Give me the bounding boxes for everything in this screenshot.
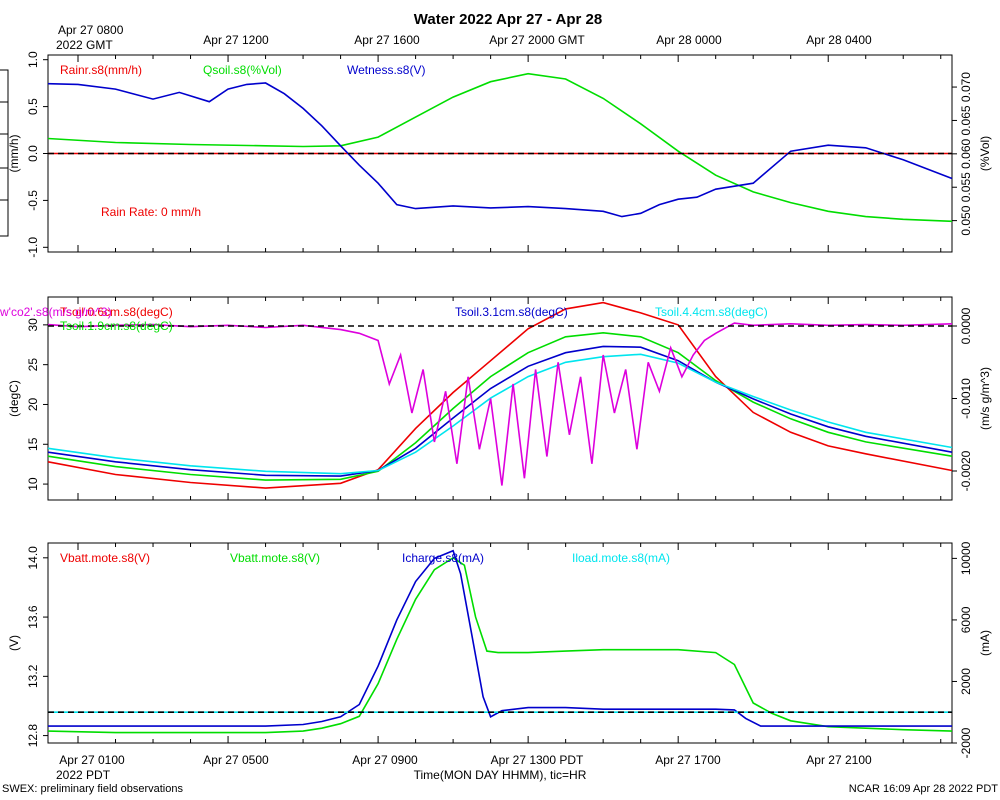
bottom-axis-label-0500: Apr 27 0500: [203, 753, 269, 767]
legend-label-icharge-s8-ma-blue: Icharge.s8(mA): [402, 551, 484, 565]
top-axis-label-2000: Apr 27 2000 GMT: [489, 33, 585, 47]
y-tick-label-right: 0.060: [959, 138, 973, 168]
series-line-tsoil-4-4cm-s8-degc-cyan: [47, 353, 953, 475]
legend-label-tsoil-1-9cm-s8-degc-green: Tsoil.1.9cm.s8(degC): [60, 319, 173, 333]
left-margin-bracket: [0, 69, 9, 237]
legend-label-wetness-s8-v-blue: Wetness.s8(V): [347, 63, 425, 77]
panels-group: 1.0 0.5 0.0 -0.5 -1.0 0.070 0.065 0.060 0.055 0.0…: [0, 51, 992, 758]
y-tick-label-right: 0.050: [959, 205, 973, 235]
y-tick-label-left: 13.2: [26, 664, 40, 688]
y-tick-label-left: 30: [26, 318, 40, 332]
bottom-axis-label-1700: Apr 27 1700: [655, 753, 721, 767]
left-axis-label: (V): [7, 635, 21, 651]
legend-label-vbatt-mote-s8-v-green: Vbatt.mote.s8(V): [230, 551, 320, 565]
footer-left: SWEX: preliminary field observations: [2, 783, 183, 795]
bottom-axis-caption: Time(MON DAY HHMM), tic=HR: [414, 768, 587, 782]
series-line-icharge-s8-ma-blue: [48, 549, 952, 727]
y-tick-label-left: -1.0: [26, 237, 40, 258]
y-tick-label-left: 14.0: [26, 546, 40, 570]
panel-power: 14.0 13.6 13.2 12.8 10000 6000 2000 -2000 (V) (mA…: [7, 541, 992, 758]
y-tick-label-right: 0.0000: [959, 307, 973, 344]
y-tick-label-left: 10: [26, 477, 40, 491]
right-axis-label: (m/s g/m^3): [978, 367, 992, 430]
y-tick-label-right: -2000: [959, 727, 973, 758]
y-tick-label-left: 1.0: [26, 51, 40, 68]
legend-label-vbatt-mote-s8-v-red: Vbatt.mote.s8(V): [60, 551, 150, 565]
y-tick-label-right: 0.065: [959, 105, 973, 135]
legend-label-w-co2-s8-m-s-g-m-3-magenta: w'co2'.s8(m/s g/m^3): [0, 305, 112, 319]
y-tick-label-left: 15: [26, 437, 40, 451]
y-tick-label-right: 0.070: [959, 72, 973, 102]
series-line-tsoil-0-6cm-s8-degc-red: [47, 301, 953, 489]
series-line-vbatt-mote-s8-v-green: [47, 556, 953, 734]
top-axis-first-label-line1: Apr 27 0800: [58, 23, 124, 37]
panel-water: 1.0 0.5 0.0 -0.5 -1.0 0.070 0.065 0.060 0.055 0.0…: [7, 51, 992, 258]
bottom-axis-label-0900: Apr 27 0900: [352, 753, 418, 767]
legend-label-tsoil-3-1cm-s8-degc-blue: Tsoil.3.1cm.s8(degC): [455, 305, 568, 319]
legend-label-iload-mote-s8-ma-cyan: Iload.mote.s8(mA): [572, 551, 670, 565]
plot-frame: [47, 542, 953, 744]
footer-right: NCAR 16:09 Apr 28 2022 PDT: [849, 783, 998, 795]
y-tick-label-left: 25: [26, 358, 40, 372]
chart-title: Water 2022 Apr 27 - Apr 28: [414, 11, 602, 28]
y-tick-label-left: 0.0: [26, 145, 40, 162]
bottom-axis-label-1300: Apr 27 1300 PDT: [491, 753, 584, 767]
y-tick-label-right: 10000: [959, 541, 973, 575]
panel-soil: 30 25 20 15 10 0.0000 -0.0010 -0.0020 (degC) (m/s…: [0, 296, 992, 501]
series-line-w-co2-s8-m-s-g-m-3-magenta: [47, 322, 953, 486]
left-axis-label: (mm/h): [7, 135, 21, 173]
top-axis-label-1200: Apr 27 1200: [203, 33, 269, 47]
top-axis-first-label-line2: 2022 GMT: [56, 38, 113, 52]
y-tick-label-right: -0.0010: [959, 378, 973, 419]
top-axis-label-0000: Apr 28 0000: [656, 33, 722, 47]
bottom-axis-label-0100: Apr 27 0100: [59, 753, 125, 767]
legend-label-tsoil-4-4cm-s8-degc-cyan: Tsoil.4.4cm.s8(degC): [655, 305, 768, 319]
y-tick-label-left: 20: [26, 397, 40, 411]
y-tick-label-left: 12.8: [26, 724, 40, 748]
y-tick-label-left: 0.5: [26, 98, 40, 115]
y-tick-label-right: 2000: [959, 668, 973, 695]
y-tick-label-left: 13.6: [26, 605, 40, 629]
series-line-wetness-s8-v-blue: [47, 82, 953, 218]
y-tick-label-right: 0.055: [959, 172, 973, 202]
series-line-tsoil-1-9cm-s8-degc-green: [47, 331, 953, 481]
left-axis-label: (degC): [7, 380, 21, 417]
top-axis-label-1600: Apr 27 1600: [354, 33, 420, 47]
y-tick-label-right: -0.0020: [959, 450, 973, 491]
top-axis-label-0400: Apr 28 0400: [806, 33, 872, 47]
bottom-axis-label-2100: Apr 27 2100: [806, 753, 872, 767]
y-tick-label-right: 6000: [959, 606, 973, 633]
series-line-tsoil-3-1cm-s8-degc-blue: [47, 345, 953, 477]
right-axis-label: (mA): [978, 630, 992, 656]
right-axis-label: (%Vol): [978, 136, 992, 171]
legend-label-tsoil-0-6cm-s8-degc-red: Tsoil.0.6cm.s8(degC): [60, 305, 173, 319]
rain-rate-annotation: Rain Rate: 0 mm/h: [101, 205, 201, 219]
legend-label-rainr-s8-mm-h-red: Rainr.s8(mm/h): [60, 63, 142, 77]
bottom-axis-year-label: 2022 PDT: [56, 768, 111, 782]
series-line-qsoil-s8-vol-green: [47, 72, 953, 223]
y-tick-label-left: -0.5: [26, 190, 40, 211]
legend-label-qsoil-s8-vol-green: Qsoil.s8(%Vol): [203, 63, 282, 77]
